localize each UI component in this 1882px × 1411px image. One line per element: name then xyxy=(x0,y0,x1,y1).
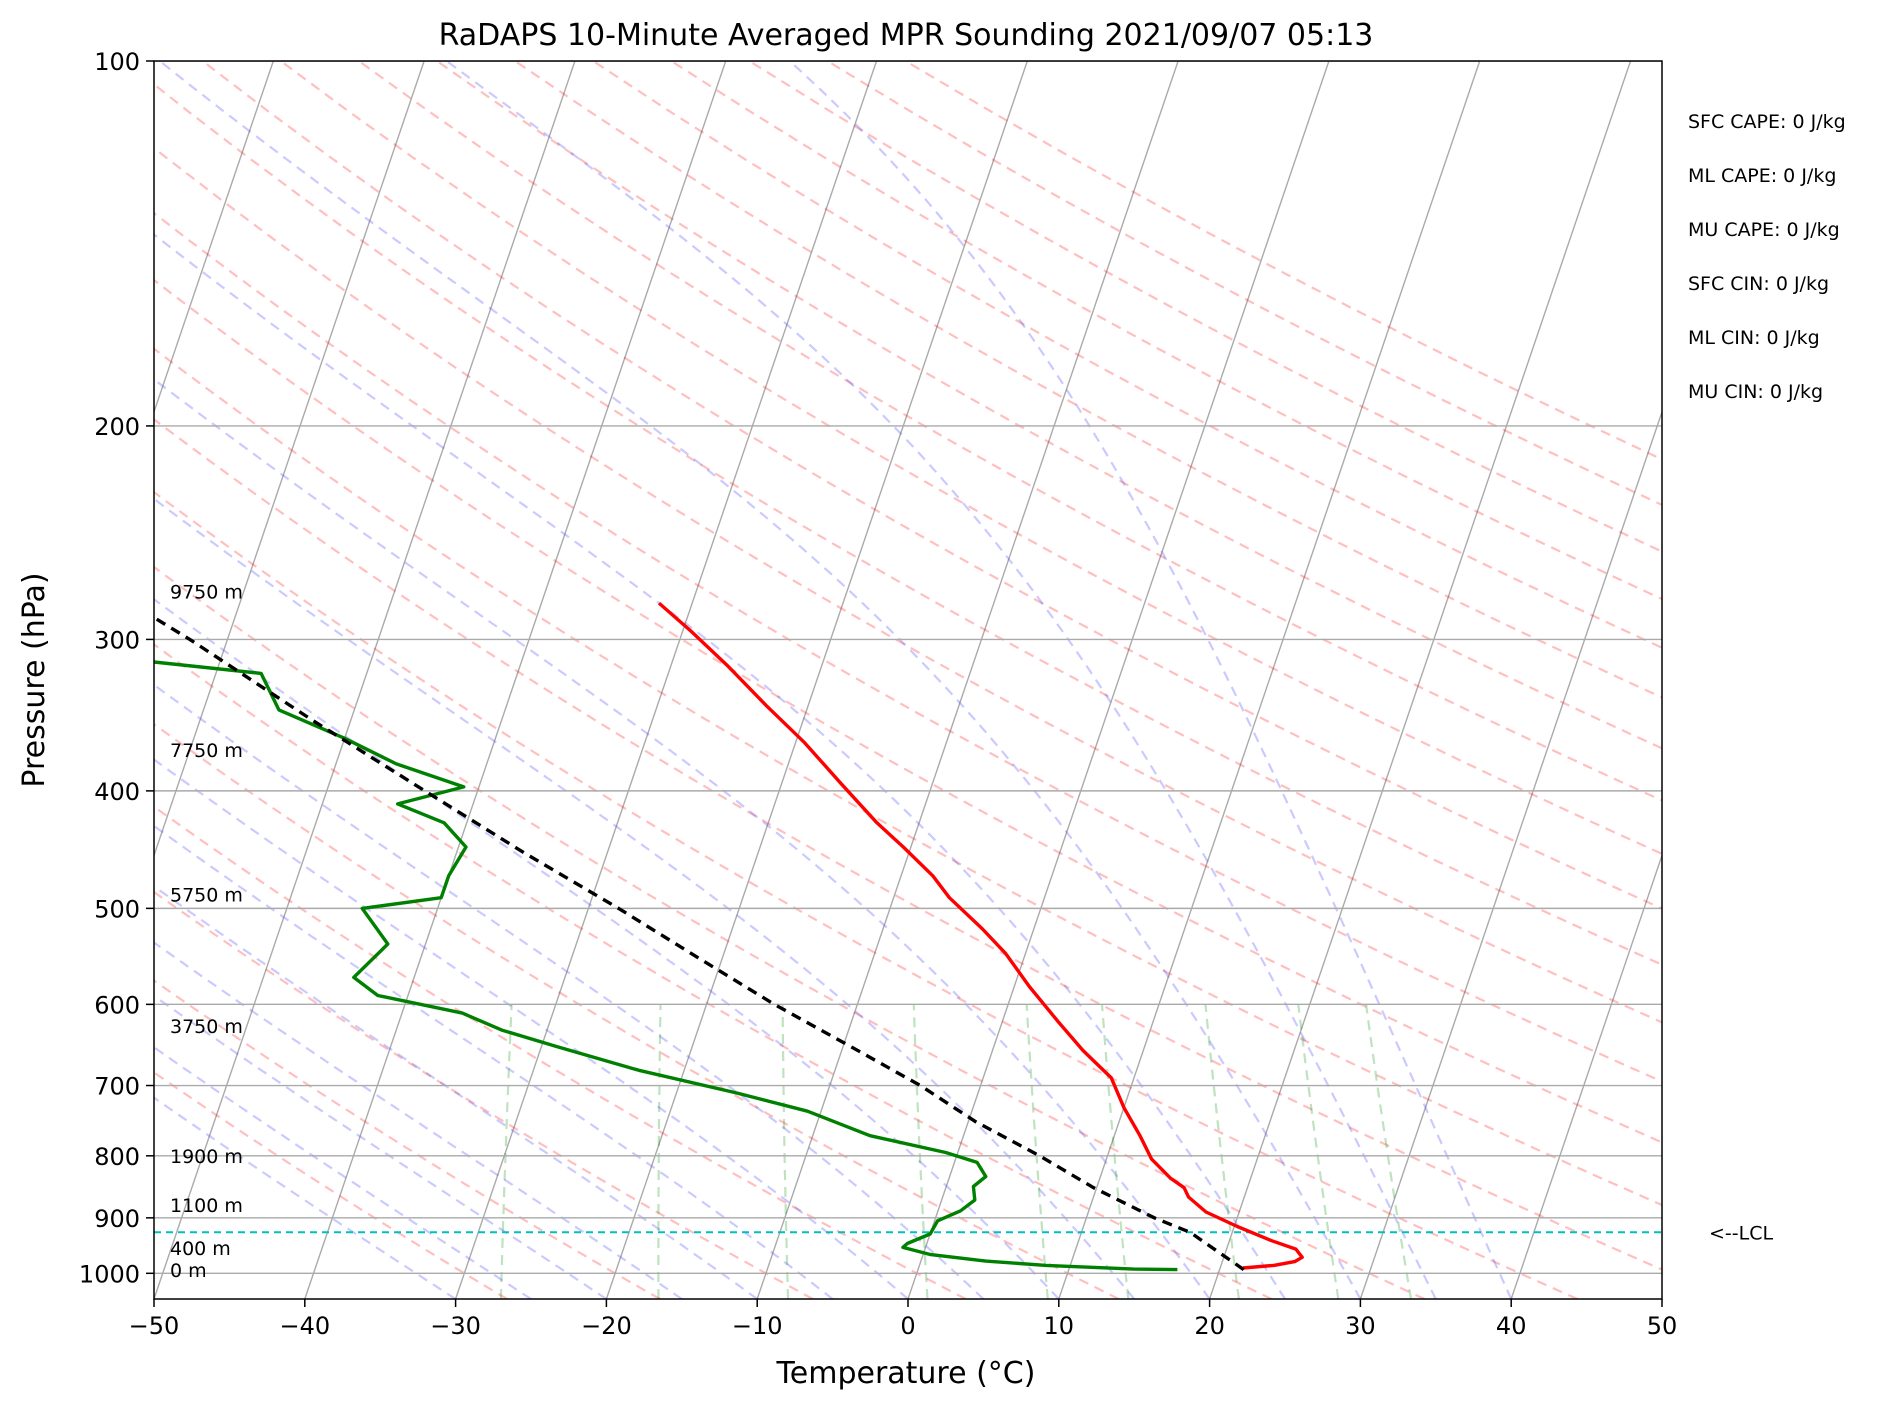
dry-adiabat xyxy=(593,61,1882,1299)
dry-adiabat xyxy=(515,61,1882,1299)
stability-index-label: SFC CAPE: 0 J/kg xyxy=(1688,111,1846,133)
y-tick-label: 400 xyxy=(94,778,140,806)
x-tick-label: 40 xyxy=(1496,1312,1527,1340)
isotherm-line xyxy=(1360,61,1781,1299)
y-tick-label: 200 xyxy=(94,413,140,441)
pressure-grid xyxy=(154,61,1662,1273)
moist-adiabat xyxy=(0,61,1285,1299)
isotherm-line xyxy=(757,61,1178,1299)
moist-adiabat xyxy=(0,61,833,1299)
series-line-parcel xyxy=(115,594,1244,1270)
x-tick-label: −50 xyxy=(129,1312,180,1340)
dry-adiabat xyxy=(671,61,1882,1299)
x-axis-title: Temperature (°C) xyxy=(776,1356,1036,1391)
y-tick-label: 800 xyxy=(94,1143,140,1171)
y-tick-label: 1000 xyxy=(79,1260,140,1288)
isotherm-line xyxy=(154,61,575,1299)
y-tick-label: 300 xyxy=(94,626,140,654)
moist-adiabat xyxy=(160,61,1361,1299)
stability-index-label: ML CAPE: 0 J/kg xyxy=(1688,165,1836,187)
background-lines xyxy=(0,61,1882,1299)
height-label: 7750 m xyxy=(170,740,243,762)
series-line-dewpoint xyxy=(0,639,1177,1269)
x-axis: −50 −40 −30 −20 −10 0 10 20 30 40 50 xyxy=(129,1299,1678,1340)
height-label: 1900 m xyxy=(170,1146,243,1168)
isotherm-line xyxy=(1210,61,1631,1299)
isotherm-line xyxy=(305,61,726,1299)
dry-adiabat xyxy=(0,61,1272,1299)
y-tick-label: 900 xyxy=(94,1205,140,1233)
dry-adiabat xyxy=(827,61,1882,1299)
dry-adiabat xyxy=(0,61,1577,1299)
height-label: 0 m xyxy=(170,1260,207,1282)
dry-adiabat xyxy=(125,61,1882,1299)
y-axis: 100 200 300 400 500 600 700 800 900 1000 xyxy=(79,48,154,1288)
dry-adiabat xyxy=(281,61,1882,1299)
mixing-ratio-line xyxy=(1102,1004,1128,1299)
x-tick-label: 50 xyxy=(1647,1312,1678,1340)
y-tick-label: 700 xyxy=(94,1073,140,1101)
dry-adiabat xyxy=(906,61,1882,1299)
height-label: 9750 m xyxy=(170,582,243,604)
chart-title: RaDAPS 10-Minute Averaged MPR Sounding 2… xyxy=(439,18,1374,53)
dry-adiabat xyxy=(0,61,660,1299)
dry-adiabat xyxy=(437,61,1882,1299)
dry-adiabat xyxy=(0,61,1730,1299)
lcl-label: <--LCL xyxy=(1709,1222,1773,1244)
plot-frame xyxy=(154,61,1662,1299)
dry-adiabat xyxy=(359,61,1882,1299)
isotherm-line xyxy=(1662,61,1882,1299)
isotherm-line xyxy=(1813,61,1882,1299)
dry-adiabat xyxy=(0,61,507,1299)
isotherm-line xyxy=(908,61,1329,1299)
height-label: 1100 m xyxy=(170,1195,243,1217)
isotherm-line xyxy=(1059,61,1480,1299)
mixing-ratio-line xyxy=(1366,1004,1411,1299)
stability-index-label: ML CIN: 0 J/kg xyxy=(1688,327,1820,349)
height-label: 3750 m xyxy=(170,1016,243,1038)
height-label: 5750 m xyxy=(170,884,243,906)
y-tick-label: 500 xyxy=(94,895,140,923)
y-tick-label: 600 xyxy=(94,991,140,1019)
stability-indices: SFC CAPE: 0 J/kg ML CAPE: 0 J/kg MU CAPE: … xyxy=(1688,111,1846,403)
moist-adiabat xyxy=(0,61,757,1299)
moist-adiabat xyxy=(0,61,682,1299)
x-tick-label: 10 xyxy=(1044,1312,1075,1340)
mixing-ratio-line xyxy=(658,1004,660,1299)
dry-adiabat xyxy=(749,61,1882,1299)
x-tick-label: −10 xyxy=(732,1312,783,1340)
moist-adiabat xyxy=(447,61,1436,1299)
stability-index-label: MU CIN: 0 J/kg xyxy=(1688,381,1823,403)
moist-adiabat xyxy=(0,61,456,1299)
y-axis-title: Pressure (hPa) xyxy=(17,572,52,787)
height-label: 400 m xyxy=(170,1238,231,1260)
x-tick-label: 20 xyxy=(1194,1312,1225,1340)
moist-adiabat xyxy=(0,61,1210,1299)
y-tick-label: 100 xyxy=(94,48,140,76)
x-tick-label: −30 xyxy=(430,1312,481,1340)
stability-index-label: MU CAPE: 0 J/kg xyxy=(1688,219,1840,241)
x-tick-label: 0 xyxy=(900,1312,915,1340)
dry-adiabat xyxy=(0,61,1119,1299)
stability-index-label: SFC CIN: 0 J/kg xyxy=(1688,273,1829,295)
x-tick-label: −20 xyxy=(581,1312,632,1340)
moist-adiabat xyxy=(0,61,983,1299)
x-tick-label: −40 xyxy=(279,1312,330,1340)
moist-adiabat xyxy=(0,61,908,1299)
x-tick-label: 30 xyxy=(1345,1312,1376,1340)
